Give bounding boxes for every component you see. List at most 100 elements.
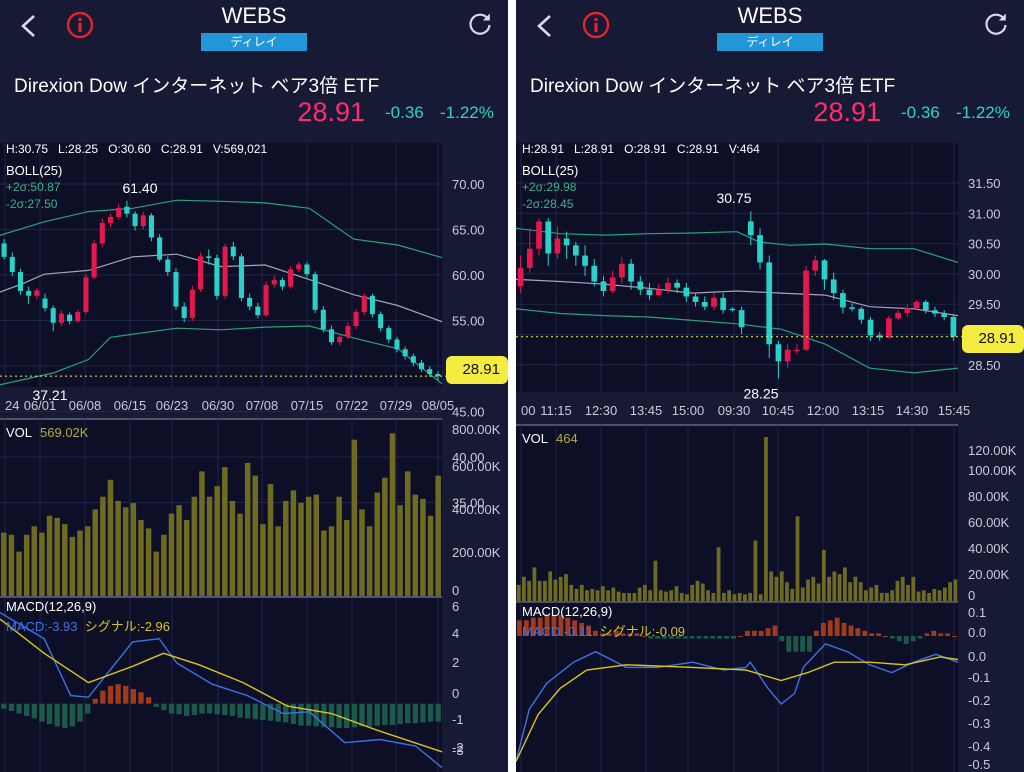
volume-bar <box>711 592 716 601</box>
volume-value: V:569,021 <box>212 142 268 156</box>
macd-histogram-bar <box>100 690 106 704</box>
candle-body <box>140 215 146 227</box>
volume-bar <box>16 551 22 596</box>
symbol-title: WEBS <box>221 3 287 28</box>
macd-value: MACD:-3.93 <box>6 619 78 634</box>
volume-bar <box>527 580 532 601</box>
candle-body <box>157 237 163 260</box>
chevron-left-icon[interactable] <box>18 14 40 38</box>
price-tick-label: 40.00 <box>452 450 485 465</box>
low-annotation: 37.21 <box>32 387 67 403</box>
time-axis-label: 07/15 <box>291 398 324 413</box>
candle-body <box>9 256 15 273</box>
macd-histogram-bar <box>427 703 434 722</box>
volume-bar <box>69 536 76 596</box>
volume-bar <box>107 479 114 596</box>
volume-bar <box>574 588 579 601</box>
macd-histogram-bar <box>751 630 757 636</box>
macd-histogram-bar <box>115 684 121 704</box>
info-icon[interactable] <box>66 11 94 39</box>
candle-body <box>255 306 261 316</box>
macd-histogram-bar <box>176 703 182 715</box>
volume-bar <box>895 580 900 601</box>
candle-body <box>720 297 727 311</box>
macd-histogram-bar <box>772 625 778 636</box>
macd-tick-label: 0.1 <box>968 605 986 620</box>
macd-histogram-bar <box>260 703 266 720</box>
price-tick-label: 31.00 <box>968 206 1001 221</box>
macd-histogram-bar <box>1 703 7 709</box>
macd-histogram-bar <box>229 703 236 716</box>
price-change: -0.36 <box>385 103 424 122</box>
macd-histogram-bar <box>620 633 626 636</box>
refresh-icon[interactable] <box>983 11 1009 37</box>
volume-bar <box>716 547 721 601</box>
info-icon[interactable] <box>582 11 610 39</box>
macd-histogram-bar <box>945 633 951 636</box>
refresh-icon[interactable] <box>467 11 493 37</box>
price-plot-area <box>516 143 958 392</box>
candle-body <box>378 314 384 329</box>
volume-bar <box>658 590 663 601</box>
panel-divider <box>508 0 516 772</box>
price-tick-label: 70.00 <box>452 177 485 192</box>
boll-lower-value: -2σ:27.50 <box>6 197 58 211</box>
macd-histogram-bar <box>245 703 251 719</box>
macd-histogram-bar <box>214 703 220 715</box>
macd-histogram-bar <box>382 703 388 725</box>
volume-bar <box>579 584 584 601</box>
macd-histogram-bar <box>627 633 633 636</box>
candle-body <box>328 329 335 343</box>
candle-body <box>320 309 326 330</box>
time-axis-label: 06/08 <box>69 398 102 413</box>
macd-histogram-bar <box>69 703 76 727</box>
volume-bar <box>145 528 152 596</box>
candle-body <box>263 284 269 316</box>
macd-histogram-bar <box>168 703 175 714</box>
macd-histogram-bar <box>917 636 923 639</box>
candle-body <box>197 256 204 290</box>
volume-bar <box>585 590 589 601</box>
macd-histogram-bar <box>952 636 957 637</box>
macd-histogram-bar <box>138 692 144 704</box>
candle-body <box>646 289 653 296</box>
candle-body <box>345 326 351 337</box>
stock-chart[interactable]: 70.0065.0060.0055.0050.0045.0040.0035.00… <box>0 0 508 772</box>
macd-histogram-bar <box>62 703 68 729</box>
candle-body <box>784 349 791 362</box>
candle-body <box>181 306 187 318</box>
macd-histogram-bar <box>92 698 98 704</box>
volume-legend: VOL 569.02K <box>6 425 88 440</box>
candle-body <box>591 265 598 282</box>
macd-histogram-bar <box>351 703 358 728</box>
volume-bar <box>23 534 30 596</box>
time-axis-label: 12:00 <box>807 403 840 418</box>
volume-bar <box>532 567 537 601</box>
macd-histogram-bar <box>827 620 833 636</box>
macd-histogram-bar <box>366 703 373 727</box>
volume-bar <box>31 526 38 596</box>
volume-bar <box>115 500 121 596</box>
volume-tick-label: 400.00K <box>452 502 501 517</box>
volume-bar <box>191 496 198 596</box>
macd-histogram-bar <box>290 703 297 725</box>
candle-body <box>369 295 375 315</box>
macd-histogram-bar <box>435 703 441 722</box>
chevron-left-icon[interactable] <box>534 14 556 38</box>
macd-histogram-bar <box>593 630 598 636</box>
macd-histogram-bar <box>222 703 228 716</box>
candle-body <box>288 269 294 287</box>
macd-histogram-bar <box>46 703 53 725</box>
delay-badge: ディレイ <box>717 33 823 51</box>
volume-bar <box>351 439 358 596</box>
time-axis-label: 06/30 <box>202 398 235 413</box>
volume-bar <box>942 587 947 601</box>
stock-chart[interactable]: 31.5031.0030.5030.0029.5029.0028.5030.75… <box>516 0 1024 772</box>
candle-body <box>361 295 367 312</box>
candle-body <box>840 293 846 308</box>
candle-body <box>435 374 441 377</box>
high-annotation: 30.75 <box>716 190 751 206</box>
volume-bar <box>404 471 411 596</box>
volume-bar <box>290 490 297 596</box>
macd-histogram-bar <box>841 622 847 636</box>
